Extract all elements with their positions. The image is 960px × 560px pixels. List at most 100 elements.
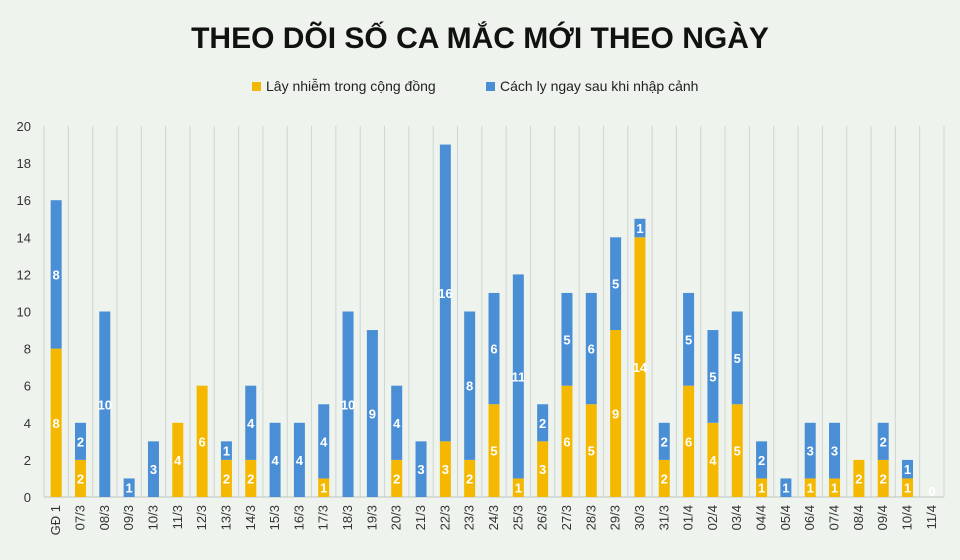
data-label: 1 xyxy=(636,221,643,236)
bar-segment-community xyxy=(439,441,451,497)
x-tick-label: 19/3 xyxy=(364,505,379,530)
bar-segment-quarantine xyxy=(123,478,135,497)
data-label: 2 xyxy=(880,434,887,449)
bar-segment-community xyxy=(853,459,865,497)
bar-segment-quarantine xyxy=(318,404,330,479)
x-tick-label: 08/4 xyxy=(851,505,866,530)
x-tick-label: 07/3 xyxy=(72,505,87,530)
bar-segment-quarantine xyxy=(74,422,86,460)
bars xyxy=(50,144,914,498)
data-label: 8 xyxy=(53,416,60,431)
y-tick-label: 4 xyxy=(24,416,31,431)
data-label: 10 xyxy=(98,397,112,412)
x-tick-label: 26/3 xyxy=(535,505,550,530)
bar-segment-quarantine xyxy=(220,441,232,460)
data-label: 1 xyxy=(126,481,133,496)
data-label: 2 xyxy=(855,471,862,486)
bar-segment-community xyxy=(804,478,816,497)
y-tick-label: 12 xyxy=(17,267,31,282)
legend-swatch-1 xyxy=(486,82,495,91)
x-tick-label: 22/3 xyxy=(437,505,452,530)
x-tick-label: 21/3 xyxy=(413,505,428,530)
bar-segment-quarantine xyxy=(415,441,427,497)
y-tick-label: 8 xyxy=(24,342,31,357)
y-tick-label: 2 xyxy=(24,453,31,468)
data-label: 2 xyxy=(758,453,765,468)
bar-segment-community xyxy=(172,422,184,497)
x-tick-label: 11/4 xyxy=(924,505,939,529)
x-tick-label: 20/3 xyxy=(389,505,404,530)
data-label: 4 xyxy=(247,416,255,431)
bar-segment-community xyxy=(683,385,695,497)
bar-segment-quarantine xyxy=(293,422,305,497)
bar-segment-community xyxy=(537,441,549,497)
bar-segment-community xyxy=(561,385,573,497)
bar-segment-quarantine xyxy=(391,385,403,460)
bar-segment-community xyxy=(634,237,646,498)
bar-segment-community xyxy=(391,459,403,497)
bar-segment-quarantine xyxy=(634,218,646,238)
data-label: 1 xyxy=(904,462,911,477)
bar-segment-community xyxy=(756,478,768,497)
legend: Lây nhiễm trong cộng đồng Cách ly ngay sa… xyxy=(252,78,698,94)
x-tick-label: 24/3 xyxy=(486,505,501,530)
bar-segment-community xyxy=(902,478,914,497)
bar-segment-quarantine xyxy=(756,441,768,479)
x-tick-label: 23/3 xyxy=(462,505,477,530)
data-label: 2 xyxy=(393,471,400,486)
bar-segment-quarantine xyxy=(488,292,500,405)
data-label: 4 xyxy=(174,453,182,468)
data-label: 6 xyxy=(198,434,205,449)
bar-segment-quarantine xyxy=(537,404,549,442)
x-tick-label: 17/3 xyxy=(316,505,331,530)
bar-segment-quarantine xyxy=(439,144,451,442)
data-label: 2 xyxy=(539,416,546,431)
legend-label-0: Lây nhiễm trong cộng đồng xyxy=(266,78,436,94)
x-tick-label: 04/4 xyxy=(754,505,769,530)
x-tick-label: 09/4 xyxy=(875,505,890,530)
bar-segment-community xyxy=(610,330,622,497)
x-tick-label: 10/3 xyxy=(145,505,160,530)
bar-segment-community xyxy=(318,478,330,497)
data-label: 4 xyxy=(320,434,328,449)
x-tick-label: 15/3 xyxy=(267,505,282,530)
data-label: 4 xyxy=(709,453,717,468)
data-label: 1 xyxy=(758,481,765,496)
x-tick-label: 06/4 xyxy=(802,505,817,530)
x-tick-label: 09/3 xyxy=(121,505,136,530)
bar-segment-community xyxy=(50,348,62,497)
bar-segment-community xyxy=(829,478,841,497)
bar-segment-quarantine xyxy=(147,441,159,497)
bar-segment-community xyxy=(488,404,500,497)
data-label: 11 xyxy=(511,369,525,384)
y-tick-label: 10 xyxy=(17,305,31,320)
data-label: 3 xyxy=(150,462,157,477)
data-label: 3 xyxy=(807,444,814,459)
data-label: 3 xyxy=(831,444,838,459)
data-label: 5 xyxy=(490,444,497,459)
data-label: 3 xyxy=(442,462,449,477)
bar-segment-community xyxy=(196,385,208,497)
data-label: 1 xyxy=(320,481,327,496)
x-tick-label: 08/3 xyxy=(97,505,112,530)
data-label: 0 xyxy=(928,484,935,499)
y-tick-label: 14 xyxy=(17,230,31,245)
x-tick-label: 30/3 xyxy=(632,505,647,530)
data-label: 4 xyxy=(271,453,279,468)
data-label: 1 xyxy=(807,481,814,496)
bar-segment-community xyxy=(731,404,743,497)
data-label: 5 xyxy=(612,277,619,292)
data-label: 1 xyxy=(223,444,230,459)
legend-label-1: Cách ly ngay sau khi nhập cảnh xyxy=(500,78,698,94)
bar-segment-quarantine xyxy=(877,422,889,460)
data-label: 6 xyxy=(685,434,692,449)
y-tick-label: 0 xyxy=(24,490,31,505)
x-tick-label: 27/3 xyxy=(559,505,574,530)
data-label: 2 xyxy=(223,471,230,486)
bar-segment-community xyxy=(707,422,719,497)
data-label: 1 xyxy=(515,481,522,496)
bar-segment-community xyxy=(74,459,86,497)
bar-segment-community xyxy=(220,459,232,497)
